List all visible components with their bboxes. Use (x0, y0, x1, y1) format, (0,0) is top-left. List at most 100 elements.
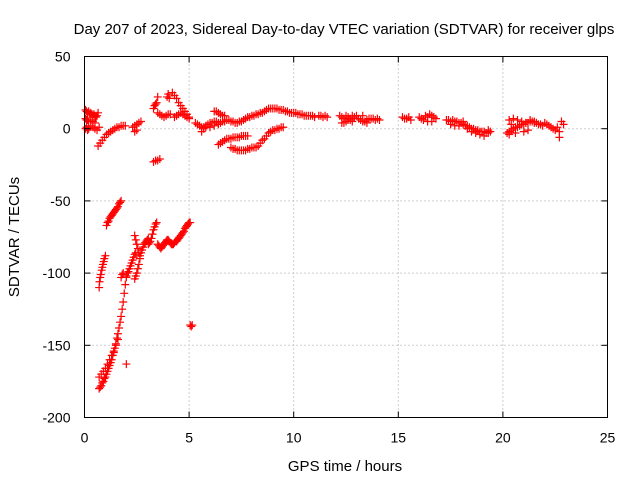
data-point (427, 117, 436, 126)
data-point (358, 111, 367, 120)
data-point (98, 378, 107, 387)
y-tick-label: -150 (42, 337, 70, 353)
data-point (115, 323, 124, 332)
x-tick-label: 15 (391, 430, 407, 446)
data-point (279, 123, 288, 132)
data-point (130, 127, 139, 136)
y-tick-label: -200 (42, 410, 70, 426)
data-point (553, 123, 562, 132)
data-point (162, 111, 171, 120)
data-point (122, 360, 131, 369)
data-points (81, 88, 568, 393)
y-tick-label: -100 (42, 265, 70, 281)
data-point (121, 280, 130, 289)
data-point (362, 118, 371, 127)
data-point (521, 118, 530, 127)
data-point (133, 244, 142, 253)
data-point (100, 374, 109, 383)
data-point (419, 116, 428, 125)
data-point (513, 116, 522, 125)
data-point (113, 335, 122, 344)
data-point (519, 127, 528, 136)
data-point (120, 289, 129, 298)
data-point (214, 120, 223, 129)
data-point (123, 269, 132, 278)
data-point (121, 121, 130, 130)
data-point (101, 251, 110, 260)
data-point (164, 90, 173, 99)
data-point (109, 347, 118, 356)
data-point (134, 260, 143, 269)
data-point (112, 204, 121, 213)
data-point (431, 114, 440, 123)
x-tick-label: 20 (495, 430, 511, 446)
data-point (165, 94, 174, 103)
data-point (136, 117, 145, 126)
data-point (375, 116, 384, 125)
y-axis-label: SDTVAR / TECUs (6, 177, 23, 297)
x-axis-label: GPS time / hours (288, 458, 402, 475)
data-point (95, 123, 104, 132)
data-point (178, 228, 187, 237)
data-point (152, 98, 161, 107)
data-point (103, 218, 112, 227)
grid-lines (84, 56, 608, 418)
data-point (275, 124, 284, 133)
data-point (467, 127, 476, 136)
chart-title: Day 207 of 2023, Sidereal Day-to-day VTE… (74, 21, 615, 38)
axis-ticks: 0 5 10 15 20 25 -200 -150 -100 -50 0 50 (42, 49, 615, 446)
data-point (530, 117, 539, 126)
x-tick-label: 10 (286, 430, 302, 446)
data-point (117, 196, 126, 205)
data-point (509, 114, 518, 123)
data-point (130, 231, 139, 240)
data-point (116, 198, 125, 207)
data-point (147, 234, 156, 243)
data-point (235, 133, 244, 142)
data-point (471, 129, 480, 138)
data-point (446, 120, 455, 129)
data-point (402, 114, 411, 123)
data-point (119, 297, 128, 306)
data-point (118, 305, 127, 314)
data-point (348, 117, 357, 126)
data-point (133, 264, 142, 273)
data-point (245, 144, 254, 153)
data-point (454, 121, 463, 130)
data-point (505, 116, 514, 125)
data-point (96, 383, 105, 392)
data-point (131, 235, 140, 244)
data-point (185, 114, 194, 123)
data-point (517, 117, 526, 126)
data-point (117, 312, 126, 321)
data-point (92, 113, 101, 122)
data-point (526, 116, 535, 125)
data-point (135, 251, 144, 260)
data-point (252, 143, 261, 152)
data-point (118, 270, 127, 279)
data-point (373, 114, 382, 123)
data-point (507, 120, 516, 129)
data-point (475, 130, 484, 139)
data-point (130, 250, 139, 259)
data-point (96, 270, 105, 279)
data-point (298, 110, 307, 119)
data-point (103, 360, 112, 369)
x-tick-label: 0 (81, 430, 89, 446)
data-point (559, 120, 568, 129)
data-point (505, 130, 514, 139)
y-tick-label: -50 (50, 193, 70, 209)
data-point (555, 133, 564, 142)
data-point (153, 92, 162, 101)
data-point (101, 364, 110, 373)
data-point (153, 156, 162, 165)
data-point (323, 113, 332, 122)
data-point (243, 131, 252, 140)
data-point (107, 351, 116, 360)
data-point (151, 100, 160, 109)
y-tick-label: 50 (55, 49, 71, 65)
data-point (283, 107, 292, 116)
data-point (272, 104, 281, 113)
data-point (148, 230, 157, 239)
